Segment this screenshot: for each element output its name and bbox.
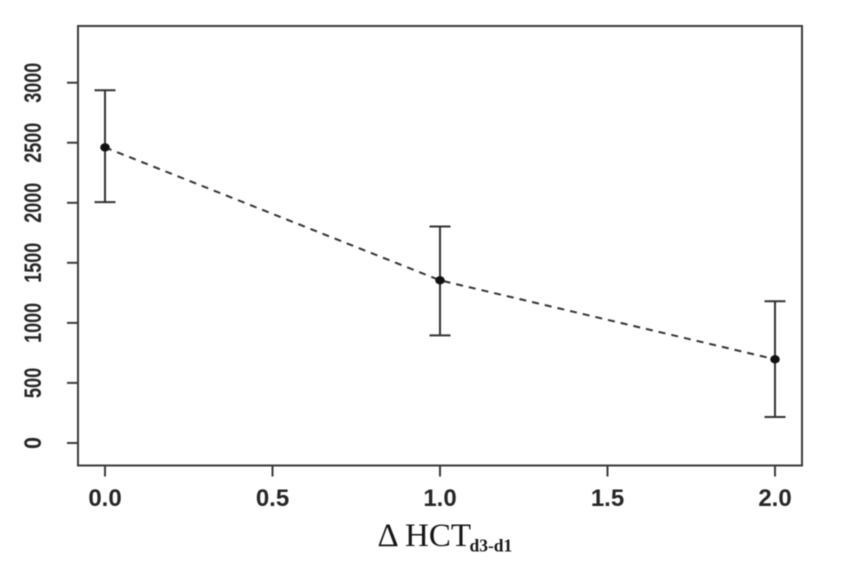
svg-text:0.0: 0.0 [88, 485, 121, 512]
svg-text:2.0: 2.0 [758, 485, 791, 512]
svg-text:1000: 1000 [20, 303, 47, 343]
svg-text:2500: 2500 [20, 123, 47, 163]
svg-text:500: 500 [20, 368, 47, 399]
svg-text:3000: 3000 [20, 63, 47, 103]
svg-text:1.5: 1.5 [591, 485, 624, 512]
svg-text:1500: 1500 [20, 243, 47, 283]
svg-text:0.5: 0.5 [256, 485, 289, 512]
svg-text:1.0: 1.0 [423, 485, 456, 512]
svg-text:0: 0 [20, 437, 47, 449]
svg-text:2000: 2000 [20, 183, 47, 223]
